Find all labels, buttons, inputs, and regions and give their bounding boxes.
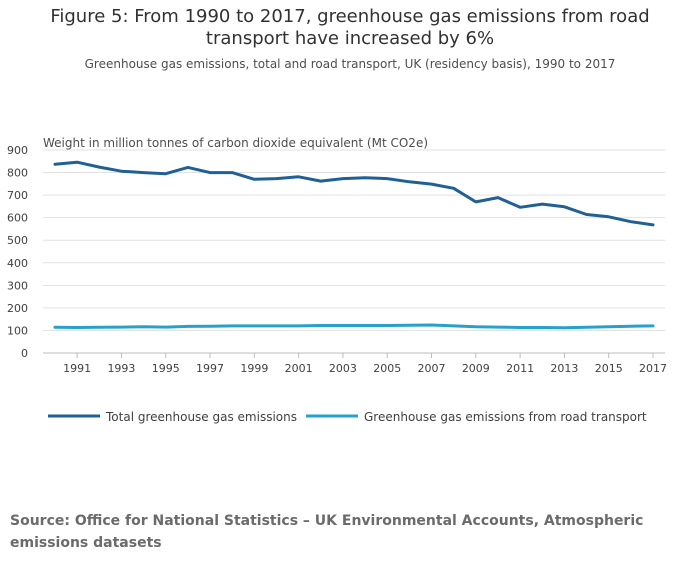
x-tick-label: 2005	[373, 362, 401, 375]
x-tick-label: 1991	[63, 362, 91, 375]
legend-label-road-transport: Greenhouse gas emissions from road trans…	[364, 410, 647, 424]
series-road-transport-emissions	[53, 323, 655, 330]
x-tick-label: 2017	[639, 362, 667, 375]
y-axis-label: Weight in million tonnes of carbon dioxi…	[43, 136, 428, 150]
series-line[interactable]	[53, 160, 655, 227]
x-tick-label: 2015	[595, 362, 623, 375]
x-tick-label: 1999	[240, 362, 268, 375]
legend-label-total: Total greenhouse gas emissions	[105, 410, 297, 424]
y-tick-label: 100	[7, 324, 28, 337]
series-lines	[53, 160, 655, 330]
y-tick-label: 700	[7, 189, 28, 202]
series-line[interactable]	[53, 323, 655, 330]
x-tick-label: 2003	[329, 362, 357, 375]
y-tick-label: 600	[7, 212, 28, 225]
chart-title: Figure 5: From 1990 to 2017, greenhouse …	[50, 6, 650, 49]
x-tick-label: 2007	[418, 362, 446, 375]
legend-item-total[interactable]: Total greenhouse gas emissions	[48, 410, 297, 424]
x-tick-label: 1993	[107, 362, 135, 375]
legend-item-road-transport[interactable]: Greenhouse gas emissions from road trans…	[306, 410, 647, 424]
y-tick-label: 800	[7, 167, 28, 180]
chart-subtitle: Greenhouse gas emissions, total and road…	[84, 57, 616, 71]
x-tick-label: 1995	[152, 362, 180, 375]
y-tick-label: 500	[7, 234, 28, 247]
y-axis: 0 100 200 300 400 500 600 700 800 900	[7, 144, 28, 360]
x-axis: 1991 1993 1995 1997 1999 2001 2003 2005 2007 2009…	[63, 353, 667, 375]
x-tick-label: 1997	[196, 362, 224, 375]
x-tick-label: 2009	[462, 362, 490, 375]
x-tick-label: 2011	[506, 362, 534, 375]
source-note: Source: Office for National Statistics –…	[10, 513, 644, 551]
grid	[43, 149, 665, 354]
y-tick-label: 0	[21, 347, 28, 360]
x-tick-label: 2001	[285, 362, 313, 375]
series-total-emissions	[53, 160, 655, 227]
y-tick-label: 200	[7, 302, 28, 315]
y-tick-label: 400	[7, 257, 28, 270]
y-tick-label: 900	[7, 144, 28, 157]
legend: Total greenhouse gas emissions Greenhous…	[48, 410, 647, 424]
x-tick-label: 2013	[550, 362, 578, 375]
y-tick-label: 300	[7, 279, 28, 292]
